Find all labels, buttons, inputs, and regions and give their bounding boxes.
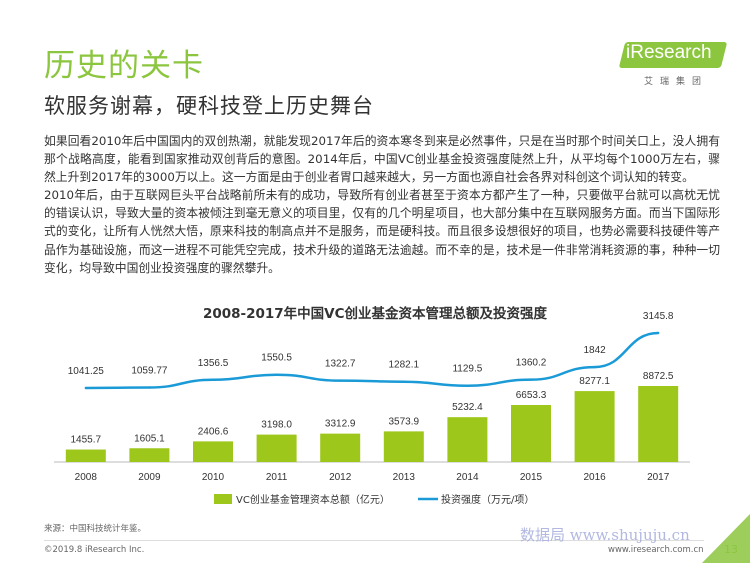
legend-label-bar: VC创业基金管理资本总额（亿元） [236, 493, 390, 506]
bar [193, 441, 233, 462]
watermark: 数据局 www.shujuju.cn [520, 526, 690, 544]
x-tick-label: 2009 [138, 472, 161, 483]
x-tick-label: 2017 [647, 472, 670, 483]
line-value-label: 1282.1 [389, 360, 420, 371]
line-value-label: 1059.77 [131, 366, 168, 377]
x-tick-label: 2012 [329, 472, 352, 483]
slide-subtitle: 软服务谢幕，硬科技登上历史舞台 [44, 94, 374, 118]
bar [129, 448, 170, 462]
bar-value-label: 1455.7 [71, 435, 102, 446]
logo-text: iResearch [626, 42, 712, 63]
line-value-label: 1360.2 [516, 358, 547, 369]
iresearch-logo: iResearch 艾瑞集团 [612, 36, 732, 87]
line-value-label: 1129.5 [452, 364, 482, 375]
bar-value-label: 3198.0 [261, 420, 292, 431]
bar-value-label: 1605.1 [134, 433, 165, 444]
footer-divider [44, 540, 704, 541]
line-point [402, 380, 405, 383]
bar [447, 417, 488, 462]
chart-title: 2008-2017年中国VC创业基金资本管理总额及投资强度 [202, 306, 548, 322]
bar [574, 391, 615, 462]
page-number: 13 [724, 543, 738, 556]
corner-decoration [702, 514, 750, 563]
bar-value-label: 2406.6 [198, 426, 229, 437]
line-point [211, 378, 215, 381]
series-line-investment-intensity [85, 331, 659, 390]
x-tick-label: 2015 [520, 472, 543, 483]
paragraph-2: 2010年后，由于互联网巨头平台战略前所未有的成功，导致所有创业者甚至于资本方都… [44, 188, 720, 275]
line-point [275, 373, 278, 376]
slide-title: 历史的关卡 [44, 48, 204, 84]
bar-value-label: 6653.3 [516, 390, 547, 401]
x-tick-label: 2008 [75, 472, 98, 483]
site-url: www.iresearch.com.cn [608, 545, 704, 555]
bar-value-label: 8277.1 [579, 376, 610, 387]
line-point [148, 386, 151, 389]
line-value-label: 3145.8 [643, 311, 674, 322]
line-point [339, 379, 342, 382]
bar [383, 431, 424, 462]
paragraph-1: 如果回看2010年后中国国内的双创热潮，就能发现2017年后的资本寒冬到来是必然… [44, 134, 720, 185]
bar-value-label: 8872.5 [643, 371, 674, 382]
line-value-label: 1550.5 [261, 353, 292, 364]
source-note: 来源：中国科技统计年鉴。 [44, 524, 147, 534]
bar [511, 405, 551, 462]
line-point [466, 384, 469, 387]
line-point [529, 378, 533, 381]
legend-swatch-bar [214, 494, 232, 504]
bar-value-label: 5232.4 [452, 402, 483, 413]
legend-label-line: 投资强度（万元/项） [441, 493, 534, 506]
bar [256, 434, 297, 462]
line-point [84, 386, 88, 390]
bar [638, 386, 679, 462]
body-text: 如果回看2010年后中国国内的双创热潮，就能发现2017年后的资本寒冬到来是必然… [44, 132, 720, 277]
copyright: ©2019.8 iResearch Inc. [44, 545, 145, 555]
bar [65, 449, 106, 462]
line-value-label: 1041.25 [68, 366, 105, 377]
line-value-label: 1842 [583, 345, 606, 356]
line-point [657, 331, 660, 335]
x-tick-label: 2010 [202, 472, 225, 483]
line-value-label: 1356.5 [198, 358, 229, 369]
line-point [593, 365, 596, 369]
x-tick-label: 2013 [393, 472, 416, 483]
line-value-label: 1322.7 [325, 359, 356, 370]
bar-value-label: 3312.9 [325, 419, 356, 430]
logo-subtext: 艾瑞集团 [644, 77, 709, 87]
bar [320, 433, 361, 462]
x-tick-label: 2011 [266, 472, 288, 483]
x-tick-label: 2014 [456, 472, 479, 483]
bar-value-label: 3573.9 [389, 416, 420, 427]
x-tick-label: 2016 [583, 472, 606, 483]
